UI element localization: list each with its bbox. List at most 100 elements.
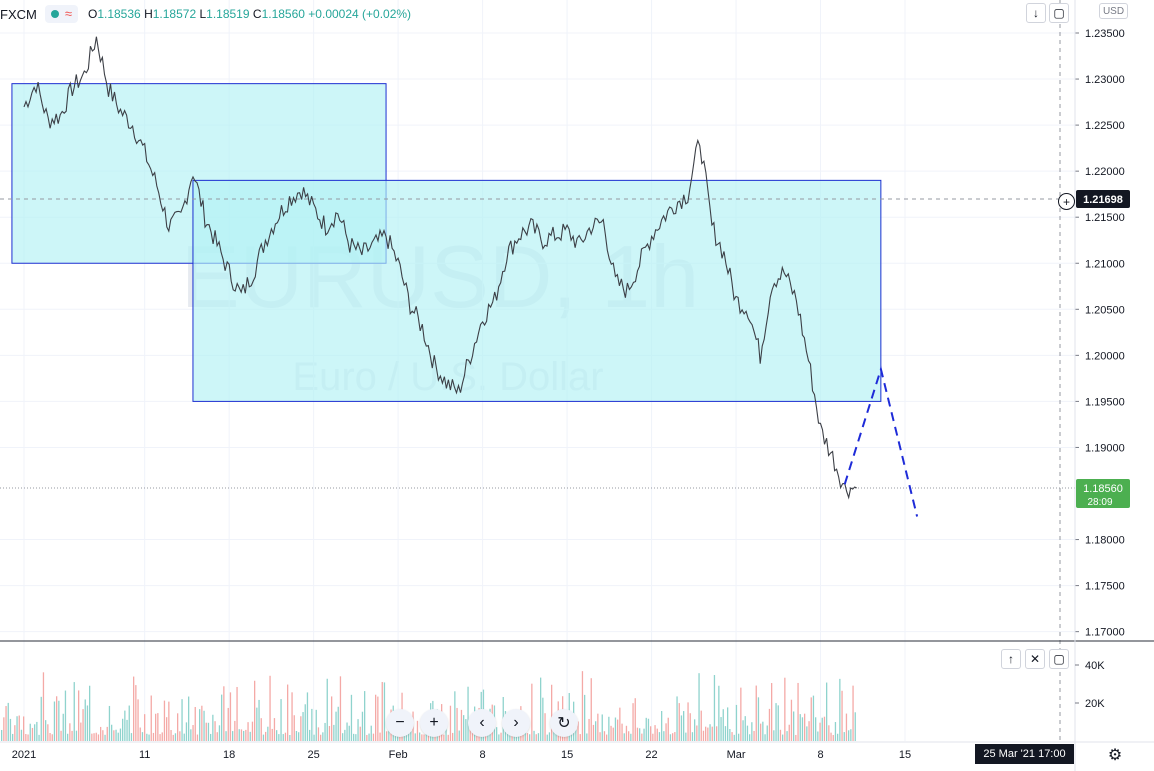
volume-bar <box>773 730 775 741</box>
volume-bar <box>408 729 410 741</box>
volume-bar <box>443 734 445 741</box>
volume-bar <box>707 727 709 741</box>
volume-bar <box>133 676 135 741</box>
volume-bar <box>753 730 755 741</box>
volume-bar <box>309 729 311 741</box>
volume-bar <box>775 703 777 741</box>
volume-maximize-icon[interactable]: ▢ <box>1049 649 1069 669</box>
settings-gear-icon[interactable]: ⚙ <box>1107 747 1123 764</box>
x-tick-label: 15 <box>561 749 573 761</box>
volume-bar <box>45 720 47 741</box>
volume-bar <box>229 692 232 741</box>
volume-bar <box>755 685 757 741</box>
volume-bar <box>144 714 146 741</box>
volume-bar <box>166 717 168 741</box>
volume-bar <box>122 718 124 741</box>
volume-bar <box>394 732 397 741</box>
volume-bar <box>584 694 586 741</box>
zone-rectangle-2[interactable] <box>192 179 882 402</box>
volume-bar <box>733 734 735 741</box>
volume-bar <box>238 729 240 741</box>
last-price-label: 1.18560 <box>1083 483 1123 495</box>
zoom-in-icon[interactable]: + <box>420 709 448 737</box>
volume-tick-label: 20K <box>1085 698 1105 710</box>
volume-bar <box>731 732 733 741</box>
volume-bar <box>27 734 29 741</box>
volume-bar <box>20 729 23 741</box>
scroll-left-icon[interactable]: ‹ <box>468 709 496 737</box>
zoom-out-icon[interactable]: − <box>386 709 414 737</box>
volume-bar <box>49 733 51 741</box>
volume-bar <box>289 734 291 741</box>
volume-bar <box>716 726 718 741</box>
high-value: 1.18572 <box>152 7 197 21</box>
y-tick-label: 1.23500 <box>1085 28 1125 40</box>
price-series-line[interactable] <box>23 36 857 500</box>
scroll-right-icon[interactable]: › <box>502 709 530 737</box>
reset-chart-icon[interactable]: ↻ <box>550 709 578 737</box>
currency-label[interactable]: USD <box>1099 3 1128 19</box>
volume-bar <box>113 730 115 741</box>
x-tick-label: 11 <box>139 749 150 761</box>
volume-bar <box>1 729 3 741</box>
volume-bar <box>815 717 817 741</box>
volume-bar <box>293 715 295 741</box>
volume-bar <box>709 724 711 741</box>
volume-bar <box>199 709 201 741</box>
chart-navigation-bar: − + ‹ › ↻ <box>386 709 578 737</box>
restore-pane-icon[interactable]: ▢ <box>1049 3 1069 23</box>
volume-bar <box>313 734 315 741</box>
volume-bar <box>64 690 67 741</box>
volume-bar <box>117 732 119 741</box>
volume-bar <box>632 703 634 741</box>
volume-bar <box>388 728 390 741</box>
scroll-down-arrow-icon[interactable]: ↓ <box>1026 3 1046 23</box>
volume-bar <box>548 732 551 741</box>
volume-bar <box>317 727 320 741</box>
volume-bar <box>687 702 689 741</box>
volume-bar <box>148 734 150 741</box>
volume-bar <box>119 728 122 741</box>
volume-bar <box>397 733 399 741</box>
volume-bar <box>608 716 610 741</box>
volume-bar <box>595 721 597 741</box>
volume-move-up-icon[interactable]: ↑ <box>1001 649 1021 669</box>
volume-bar <box>51 734 53 741</box>
volume-bar <box>614 717 617 741</box>
volume-bar <box>590 678 592 741</box>
volume-bar <box>834 722 837 741</box>
volume-bar <box>100 726 102 741</box>
volume-bar <box>284 732 287 741</box>
volume-bar <box>771 683 773 741</box>
volume-close-icon[interactable]: ✕ <box>1025 649 1045 669</box>
series-status-pill[interactable]: ≈ <box>44 5 78 23</box>
volume-bar <box>795 734 797 741</box>
volume-bar <box>258 699 260 741</box>
volume-bar <box>705 726 707 741</box>
volume-bar <box>496 727 498 741</box>
volume-bar <box>150 695 152 741</box>
volume-bar <box>766 725 768 741</box>
volume-bar <box>379 732 381 741</box>
add-alert-plus-icon[interactable]: + <box>1058 193 1075 210</box>
volume-bar <box>170 729 172 741</box>
volume-bar <box>324 722 326 741</box>
volume-bar <box>414 733 416 741</box>
volume-bar <box>854 712 856 741</box>
volume-bar <box>740 687 742 741</box>
volume-bar <box>375 694 377 741</box>
volume-bar <box>196 734 199 741</box>
low-value: 1.18519 <box>206 7 250 21</box>
volume-bar <box>729 728 731 741</box>
volume-bar <box>449 705 452 741</box>
volume-bar <box>535 734 537 741</box>
volume-bar <box>359 726 361 741</box>
volume-bar <box>218 725 221 741</box>
volume-bar <box>42 672 45 741</box>
volume-bar <box>680 715 683 741</box>
projection-path[interactable] <box>843 365 919 517</box>
volume-bar <box>311 708 313 741</box>
volume-bar <box>155 713 157 741</box>
volume-bar <box>720 717 722 741</box>
